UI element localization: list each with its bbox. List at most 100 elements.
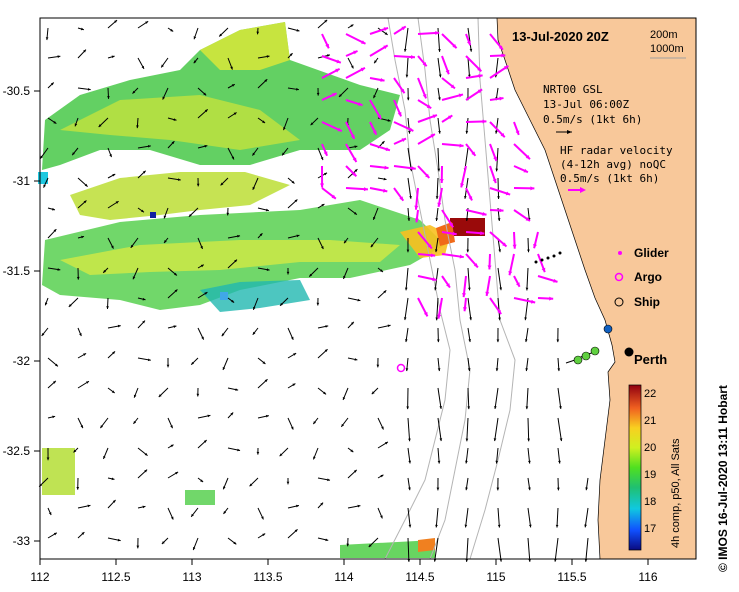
current-arrowhead	[204, 292, 208, 295]
current-arrowhead	[493, 156, 497, 162]
current-arrow	[434, 537, 439, 562]
current-arrow	[436, 297, 439, 321]
perth-marker	[624, 347, 634, 357]
current-arrowhead	[460, 183, 465, 188]
current-arrowhead	[553, 278, 558, 283]
current-arrowhead	[373, 216, 376, 220]
current-arrowhead	[437, 314, 442, 319]
current-arrowhead	[446, 283, 450, 288]
current-arrow	[496, 147, 499, 172]
current-arrowhead	[525, 217, 530, 221]
current-arrowhead	[533, 243, 537, 249]
current-arrow	[407, 417, 411, 442]
current-arrowhead	[200, 245, 203, 249]
current-arrowhead	[381, 426, 384, 430]
current-arrowhead	[223, 511, 227, 514]
current-arrowhead	[76, 486, 80, 490]
current-arrowhead	[449, 222, 454, 228]
current-arrowhead	[191, 361, 195, 365]
current-arrowhead	[495, 460, 499, 464]
current-arrowhead	[464, 524, 468, 528]
current-arrowhead	[473, 263, 478, 268]
glider-symbol	[618, 251, 622, 255]
current-arrowhead	[193, 36, 197, 40]
model-legend-date: 13-Jul 06:00Z	[543, 98, 629, 111]
current-arrowhead	[525, 154, 530, 160]
colorbar-gradient	[628, 384, 642, 551]
current-arrowhead	[170, 444, 174, 448]
current-arrowhead	[523, 168, 528, 173]
x-tick-label: 115.5	[557, 570, 586, 584]
current-arrow	[466, 537, 469, 562]
current-arrowhead	[252, 152, 256, 156]
current-arrowhead	[408, 487, 411, 491]
y-axis-labels: -30.5 -31 -31.5 -32 -32.5 -33	[3, 84, 31, 548]
current-arrowhead	[499, 558, 503, 562]
current-arrowhead	[344, 240, 347, 244]
current-arrowhead	[452, 43, 457, 49]
current-arrowhead	[401, 138, 406, 142]
current-arrowhead	[458, 93, 464, 98]
current-arrowhead	[469, 48, 473, 52]
x-tick-label: 112.5	[101, 570, 130, 584]
current-arrowhead	[80, 27, 84, 31]
current-arrowhead	[204, 109, 208, 113]
current-arrowhead	[403, 48, 407, 52]
current-arrowhead	[283, 127, 286, 131]
imos-credit: © IMOS 16-Jul-2020 13:11 Hobart	[716, 385, 730, 572]
current-arrowhead	[145, 21, 149, 24]
current-arrowhead	[136, 125, 139, 129]
current-arrowhead	[380, 269, 383, 273]
current-arrowhead	[296, 87, 299, 91]
plot-frame	[39, 17, 697, 560]
current-arrowhead	[231, 299, 235, 303]
current-arrow	[407, 177, 412, 199]
current-arrowhead	[406, 406, 410, 410]
current-arrowhead	[508, 270, 513, 276]
current-arrowhead	[439, 438, 443, 442]
current-arrowhead	[188, 213, 192, 217]
current-arrowhead	[505, 191, 511, 196]
current-arrowhead	[556, 487, 560, 491]
current-arrowhead	[350, 134, 355, 139]
current-arrowhead	[434, 287, 437, 291]
current-arrowhead	[203, 440, 207, 443]
current-arrowhead	[383, 188, 388, 193]
current-arrowhead	[498, 45, 503, 50]
current-arrowhead	[230, 66, 233, 70]
current-arrowhead	[296, 234, 300, 238]
current-arrow	[526, 387, 529, 410]
current-arrowhead	[117, 324, 121, 328]
current-arrowhead	[426, 104, 432, 109]
y-tick-label: -31	[13, 174, 31, 188]
current-arrowhead	[497, 309, 502, 315]
current-arrowhead	[404, 287, 408, 291]
current-arrowhead	[585, 487, 588, 491]
current-arrowhead	[219, 33, 223, 37]
current-arrowhead	[293, 353, 297, 356]
current-arrowhead	[147, 144, 151, 148]
current-arrowhead	[515, 130, 520, 135]
current-arrowhead	[112, 499, 116, 503]
current-arrowhead	[296, 29, 300, 32]
current-arrowhead	[370, 244, 374, 248]
current-arrowhead	[46, 457, 50, 461]
current-arrowhead	[53, 120, 57, 124]
current-arrowhead	[174, 272, 177, 276]
current-arrow	[404, 297, 409, 321]
current-arrowhead	[324, 349, 328, 353]
current-arrowhead	[559, 406, 562, 409]
current-arrowhead	[262, 533, 266, 537]
current-arrowhead	[336, 59, 341, 64]
current-arrowhead	[385, 147, 390, 152]
current-arrowhead	[407, 218, 411, 221]
current-arrowhead	[354, 145, 358, 149]
current-arrowhead	[435, 196, 439, 199]
current-arrowhead	[200, 479, 204, 483]
current-arrowhead	[493, 438, 497, 442]
current-arrowhead	[438, 74, 442, 78]
model-legend-title: NRT00 GSL	[543, 83, 603, 96]
current-arrowhead	[528, 487, 531, 491]
current-arrowhead	[83, 200, 87, 204]
current-arrowhead	[498, 249, 502, 253]
